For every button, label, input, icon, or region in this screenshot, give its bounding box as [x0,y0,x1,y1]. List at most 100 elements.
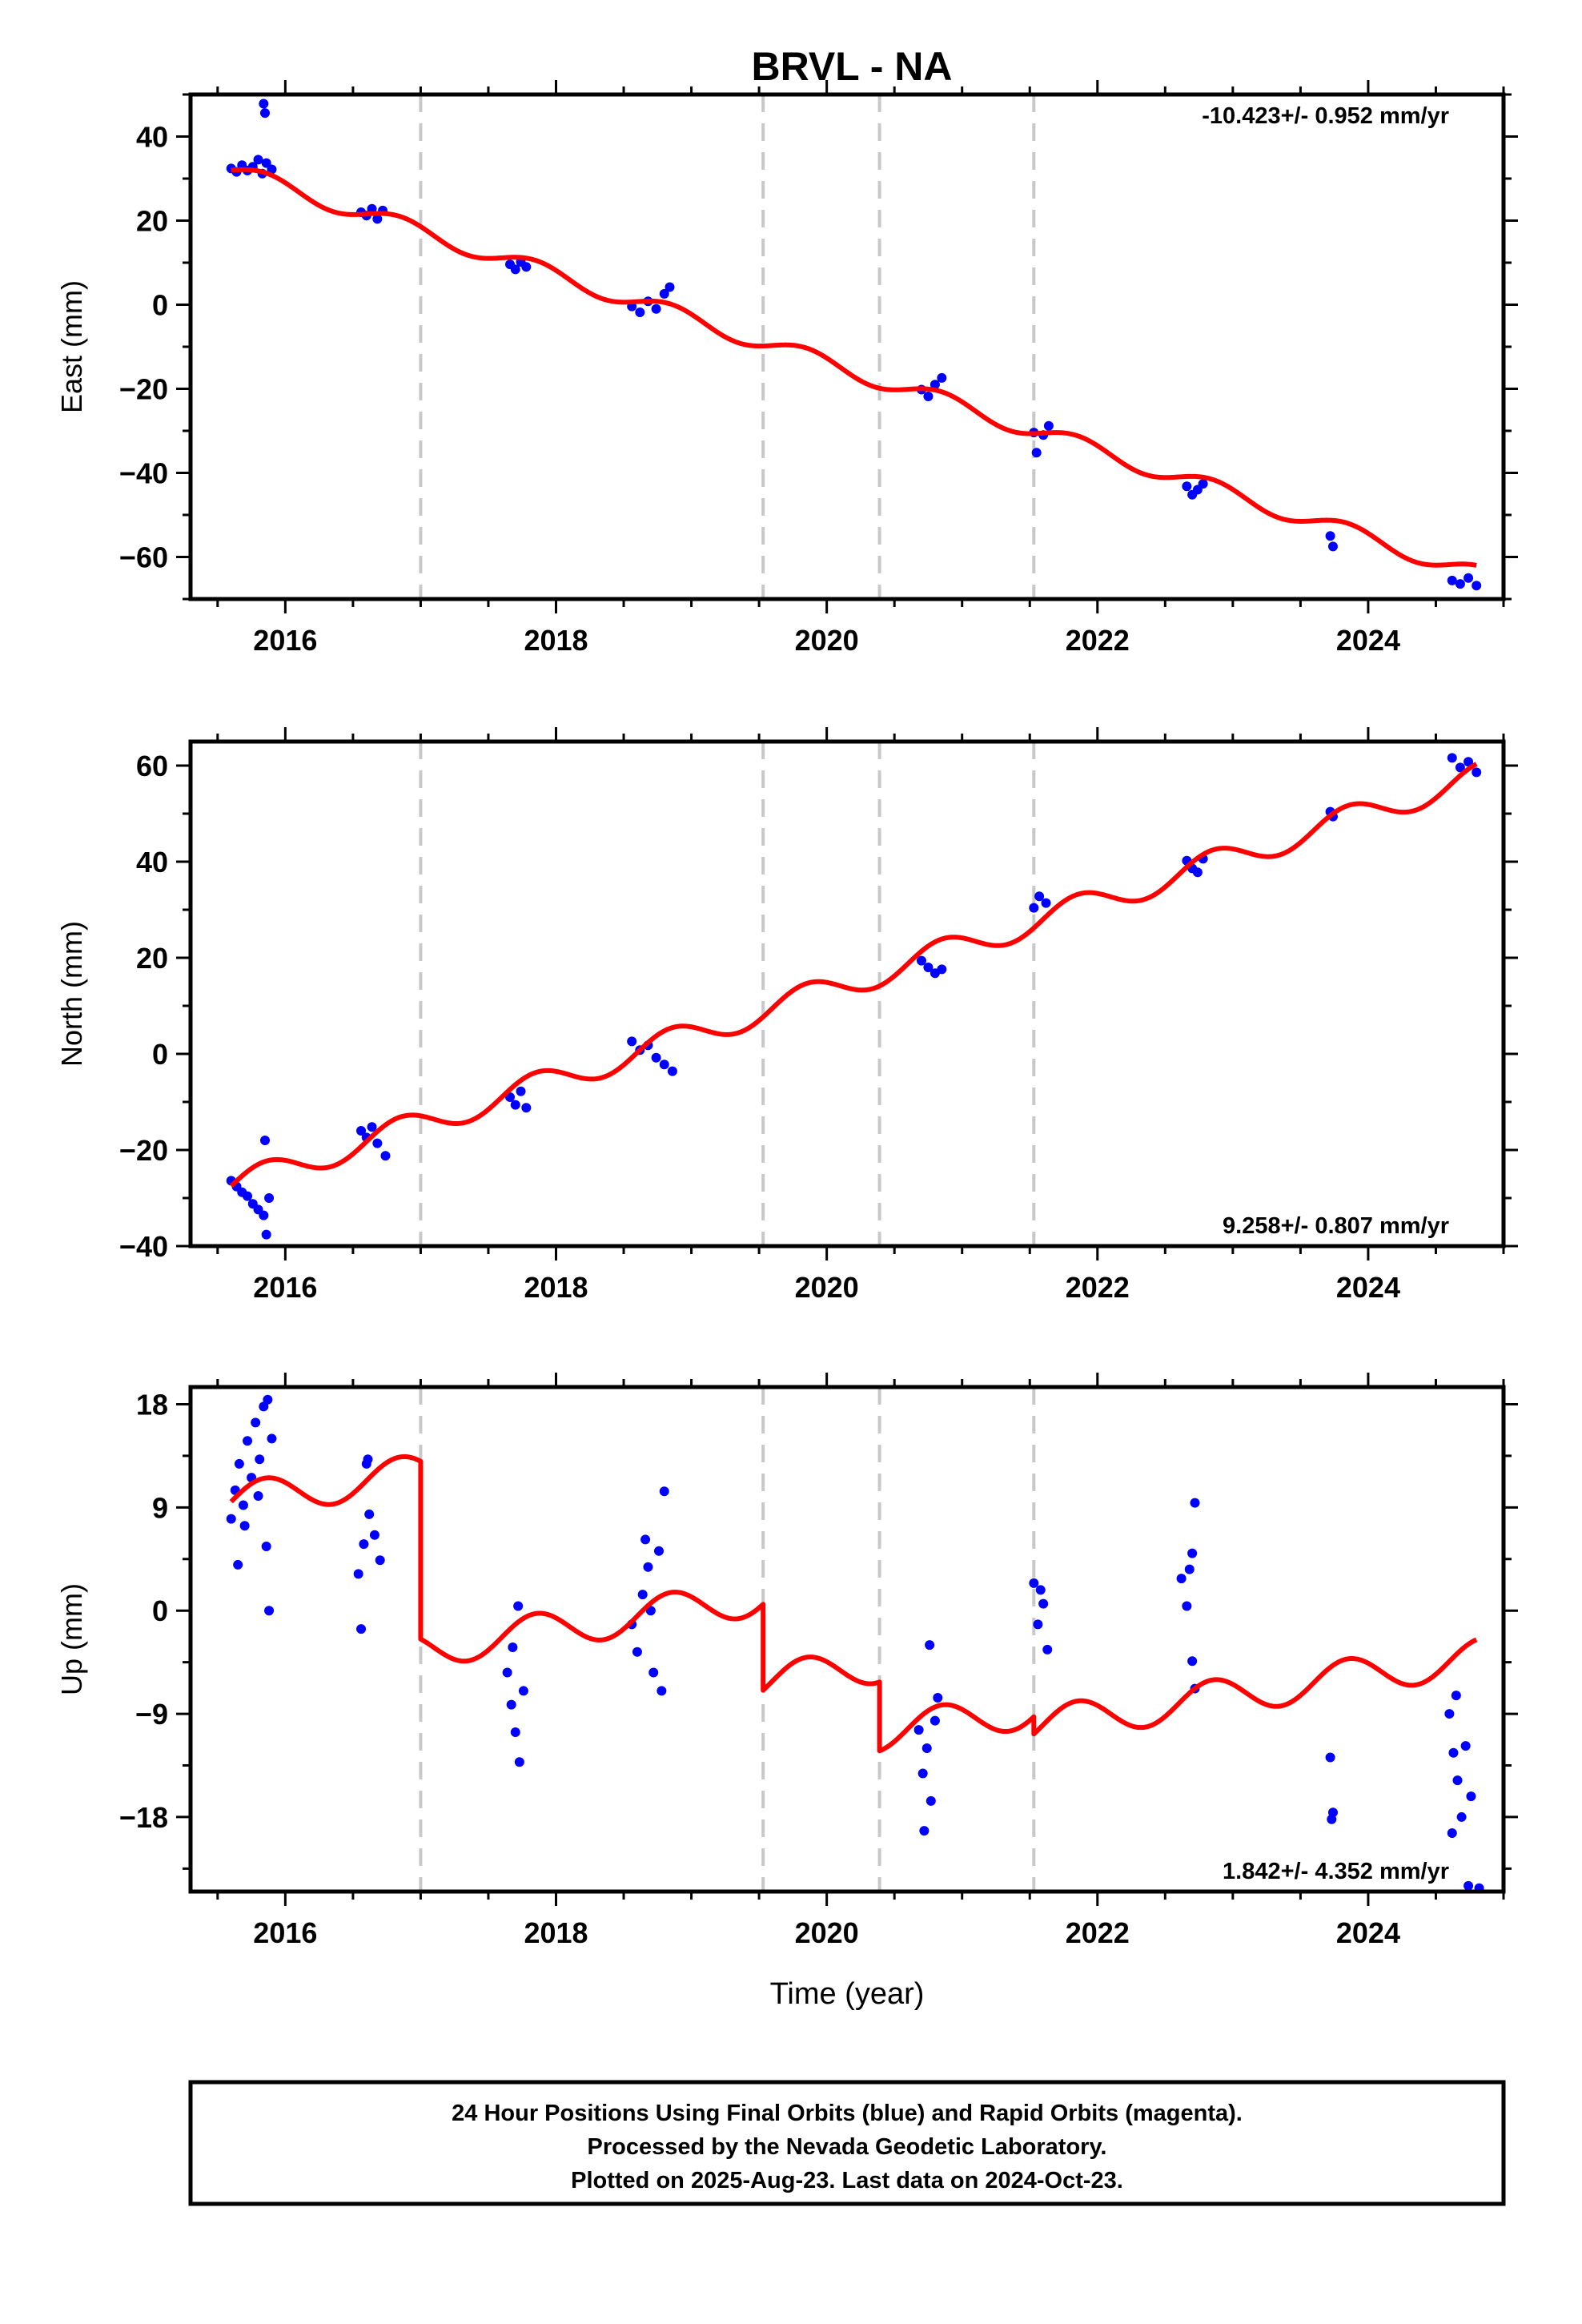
up-observation-72 [1464,1880,1474,1891]
up-observation-51 [1038,1598,1049,1609]
up-observation-3 [238,1500,248,1510]
north-observation-26 [923,963,934,972]
up-ylabel: Up (mm) [55,1583,88,1695]
north-xtick-label-0: 2016 [253,1271,317,1304]
east-observation-23 [651,304,661,314]
up-observation-6 [251,1417,261,1428]
up-observation-55 [1182,1601,1192,1611]
east-observation-25 [665,282,675,292]
east-panel: 2016 2018 2020 2022 2024 40 20 0 −20 −40 −60 East (… [55,80,1518,657]
up-observation-67 [1456,1811,1467,1822]
north-observation-31 [1041,898,1051,908]
north-model-curve [229,762,1478,1188]
north-observation-18 [521,1103,532,1113]
east-xtick-label-0: 2016 [253,624,317,657]
up-observation-16 [353,1569,363,1579]
north-ytick-label-2: 20 [136,942,168,975]
up-observation-23 [375,1555,385,1566]
up-observation-28 [513,1601,524,1611]
east-xtick-label-4: 2024 [1336,624,1400,657]
east-observation-28 [930,380,940,390]
up-observation-27 [514,1757,524,1767]
east-observation-5 [253,155,263,165]
up-observation-56 [1187,1548,1198,1558]
east-observation-24 [659,288,669,299]
up-observation-68 [1447,1827,1457,1838]
north-observation-25 [916,955,926,966]
east-ytick-label-0: 40 [136,121,168,154]
up-observation-2 [234,1458,244,1469]
north-xtick-label-1: 2018 [524,1271,588,1304]
east-rate-label: -10.423+/- 0.952 mm/yr [1202,103,1449,129]
north-observation-6 [259,1210,269,1220]
east-xtick-label-2: 2020 [795,624,859,657]
north-observation-9 [264,1193,275,1203]
north-observation-34 [1192,867,1203,878]
up-observation-36 [653,1546,664,1556]
north-observation-23 [659,1059,669,1070]
up-observation-64 [1444,1709,1455,1719]
east-ytick-label-2: 0 [152,289,168,322]
north-ytick-label-4: −20 [119,1134,168,1167]
north-ytick-label-0: 60 [136,750,168,782]
up-observation-49 [1029,1578,1039,1588]
up-observation-71 [1466,1791,1476,1802]
up-observation-47 [930,1715,940,1726]
north-xtick-label-3: 2022 [1066,1271,1130,1304]
up-frame [188,1385,1506,1894]
up-observation-15 [253,1491,263,1502]
east-observation-41 [1455,579,1465,589]
up-observation-50 [1033,1619,1043,1630]
up-observation-61 [1325,1752,1335,1763]
up-rate-label: 1.842+/- 4.352 mm/yr [1223,1859,1449,1884]
up-observation-54 [1176,1574,1186,1584]
east-observation-21 [635,307,645,317]
east-ytick-label-5: −60 [119,541,168,574]
up-observation-45 [919,1826,930,1836]
up-observation-66 [1452,1775,1463,1786]
up-xtick-label-0: 2016 [253,1916,317,1949]
north-observation-38 [1447,753,1457,763]
north-observation-13 [372,1138,383,1148]
up-observation-17 [359,1539,369,1550]
up-observation-35 [648,1667,659,1678]
up-observation-37 [659,1486,669,1497]
north-observation-10 [356,1126,367,1136]
east-ytick-label-3: −20 [119,373,168,406]
up-observation-25 [506,1699,516,1710]
up-observation-4 [243,1436,253,1446]
up-xlabel: Time (year) [770,1977,925,2011]
up-observation-19 [369,1530,379,1540]
north-observation-17 [516,1086,526,1096]
east-observation-39 [1327,541,1338,552]
up-observation-22 [356,1624,367,1634]
north-observation-14 [380,1151,391,1161]
north-observation-39 [1455,762,1465,773]
up-observation-42 [917,1768,928,1779]
up-observation-29 [508,1642,518,1653]
north-observation-41 [1472,767,1482,778]
east-observation-42 [1464,573,1474,583]
north-observation-40 [1464,757,1474,767]
up-observation-14 [239,1521,250,1531]
north-observation-16 [510,1100,520,1110]
east-observation-40 [1447,575,1457,585]
east-observation-34 [1182,481,1192,492]
up-observation-70 [1460,1741,1471,1751]
up-observation-43 [921,1743,932,1754]
east-observation-7 [261,158,271,168]
up-observation-60 [1184,1564,1195,1574]
north-ylabel: North (mm) [55,921,88,1067]
up-observation-26 [510,1727,520,1737]
up-observation-65 [1448,1747,1459,1758]
up-observation-41 [913,1725,924,1735]
north-observation-30 [1034,891,1045,902]
east-observation-43 [1472,581,1482,591]
east-observation-27 [923,391,934,401]
east-xtick-label-3: 2022 [1066,624,1130,657]
up-xtick-label-1: 2018 [524,1916,588,1949]
up-observation-21 [363,1454,373,1465]
north-ytick-label-5: −40 [119,1230,168,1263]
north-xtick-label-2: 2020 [795,1271,859,1304]
up-observation-0 [226,1514,236,1524]
